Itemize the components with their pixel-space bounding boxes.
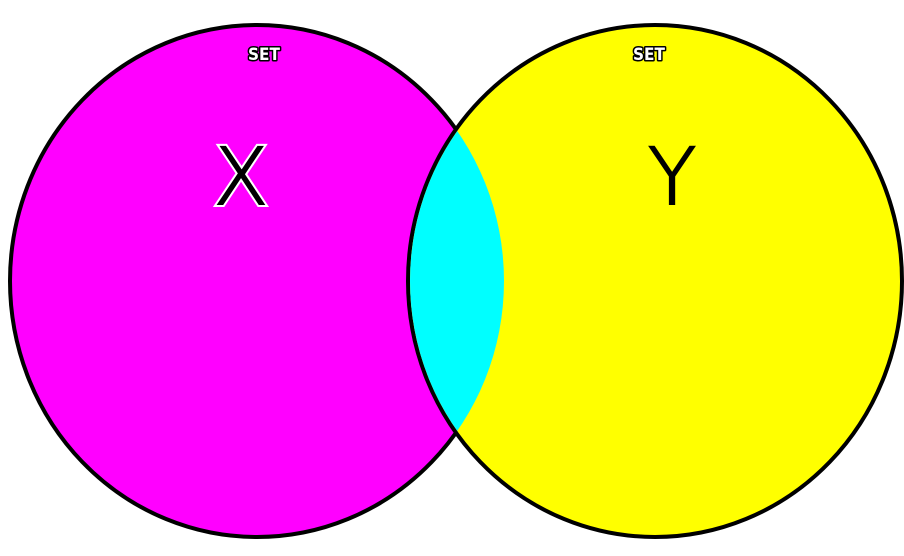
set-x-caption: SET bbox=[248, 45, 280, 65]
set-y-letter: Y bbox=[645, 128, 698, 226]
set-y-caption: SET bbox=[633, 45, 665, 65]
set-y-circle bbox=[406, 23, 904, 539]
set-x-letter: X bbox=[212, 128, 270, 226]
